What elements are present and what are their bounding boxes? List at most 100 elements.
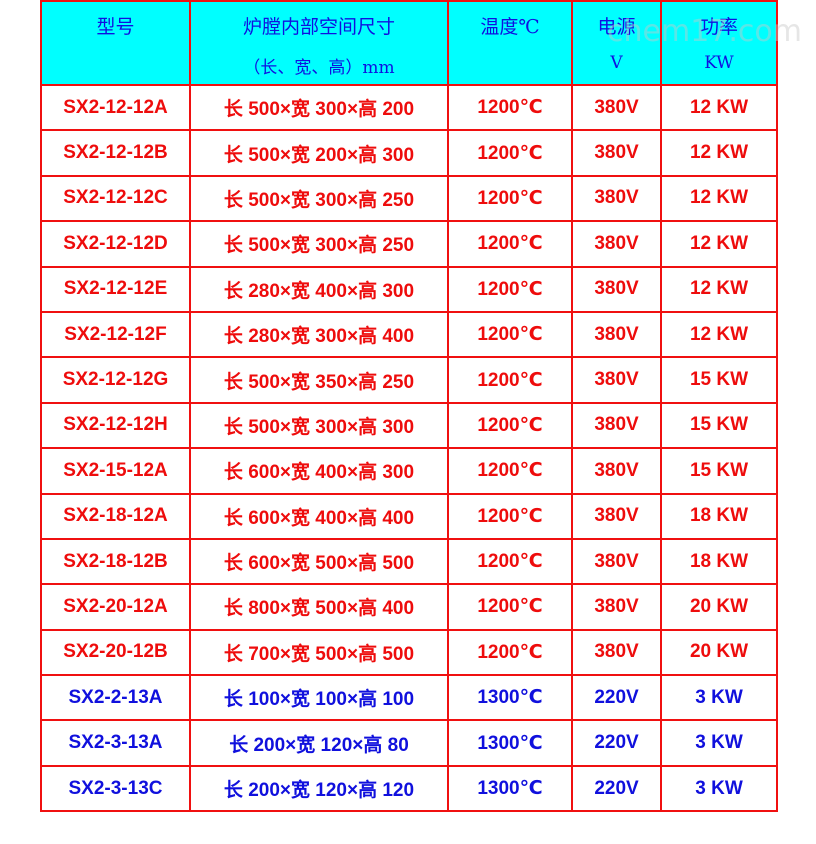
table-row: SX2-12-12G 长 500×宽 350×高 250 1200℃ 380V 15 K… xyxy=(40,356,778,404)
cell-temp: 1200℃ xyxy=(447,583,573,631)
cell-voltage: 380V xyxy=(571,401,662,450)
cell-model: SX2-15-12A xyxy=(40,447,191,495)
cell-size: 长 100×宽 100×高 100 xyxy=(189,674,449,722)
cell-model: SX2-12-12F xyxy=(40,310,191,359)
cell-voltage: 380V xyxy=(571,447,662,495)
table-row: SX2-12-12A 长 500×宽 300×高 200 1200℃ 380V 12 K… xyxy=(40,83,778,132)
cell-power: 3 KW xyxy=(660,764,778,813)
table-row: SX2-12-12E 长 280×宽 400×高 300 1200℃ 380V 12 K… xyxy=(40,265,778,313)
cell-model: SX2-12-12G xyxy=(40,356,191,404)
cell-size: 长 600×宽 400×高 300 xyxy=(189,447,449,495)
cell-temp: 1300℃ xyxy=(447,674,573,722)
cell-temp: 1300℃ xyxy=(447,764,573,813)
cell-voltage: 380V xyxy=(571,220,662,268)
cell-power: 3 KW xyxy=(660,674,778,722)
table-row: SX2-12-12B 长 500×宽 200×高 300 1200℃ 380V 12 K… xyxy=(40,129,778,177)
cell-size: 长 600×宽 500×高 500 xyxy=(189,537,449,586)
cell-power: 15 KW xyxy=(660,401,778,450)
table-row: SX2-20-12A 长 800×宽 500×高 400 1200℃ 380V 20 K… xyxy=(40,583,778,631)
cell-power: 12 KW xyxy=(660,83,778,132)
cell-power: 3 KW xyxy=(660,719,778,767)
cell-model: SX2-12-12A xyxy=(40,83,191,132)
cell-size: 长 500×宽 300×高 250 xyxy=(189,174,449,223)
header-power: 功率 KW xyxy=(660,0,778,86)
cell-size: 长 280×宽 400×高 300 xyxy=(189,265,449,313)
cell-power: 18 KW xyxy=(660,537,778,586)
cell-model: SX2-18-12B xyxy=(40,537,191,586)
cell-size: 长 500×宽 350×高 250 xyxy=(189,356,449,404)
cell-size: 长 500×宽 300×高 200 xyxy=(189,83,449,132)
cell-temp: 1200℃ xyxy=(447,492,573,540)
cell-temp: 1200℃ xyxy=(447,537,573,586)
cell-power: 12 KW xyxy=(660,265,778,313)
header-voltage: 电源 V xyxy=(571,0,662,86)
cell-voltage: 380V xyxy=(571,310,662,359)
cell-temp: 1200℃ xyxy=(447,265,573,313)
cell-voltage: 380V xyxy=(571,174,662,223)
cell-model: SX2-3-13C xyxy=(40,764,191,813)
cell-power: 12 KW xyxy=(660,310,778,359)
cell-size: 长 800×宽 500×高 400 xyxy=(189,583,449,631)
table-row: SX2-15-12A 长 600×宽 400×高 300 1200℃ 380V 15 K… xyxy=(40,447,778,495)
cell-size: 长 500×宽 300×高 300 xyxy=(189,401,449,450)
cell-model: SX2-12-12E xyxy=(40,265,191,313)
cell-voltage: 380V xyxy=(571,492,662,540)
header-model: 型号 xyxy=(40,0,191,86)
cell-voltage: 380V xyxy=(571,628,662,677)
cell-temp: 1200℃ xyxy=(447,310,573,359)
cell-voltage: 380V xyxy=(571,83,662,132)
cell-voltage: 220V xyxy=(571,764,662,813)
table-row: SX2-12-12D 长 500×宽 300×高 250 1200℃ 380V 12 K… xyxy=(40,220,778,268)
cell-power: 18 KW xyxy=(660,492,778,540)
spec-table: 型号 炉膛内部空间尺寸 （长、宽、高）mm 温度℃ 电源 V 功率 KW SX2-12… xyxy=(40,0,778,813)
table-row: SX2-20-12B 长 700×宽 500×高 500 1200℃ 380V 20 K… xyxy=(40,628,778,677)
table-row: SX2-18-12B 长 600×宽 500×高 500 1200℃ 380V 18 K… xyxy=(40,537,778,586)
cell-power: 20 KW xyxy=(660,628,778,677)
cell-voltage: 380V xyxy=(571,537,662,586)
cell-temp: 1200℃ xyxy=(447,83,573,132)
cell-temp: 1300℃ xyxy=(447,719,573,767)
cell-model: SX2-12-12B xyxy=(40,129,191,177)
cell-voltage: 380V xyxy=(571,356,662,404)
cell-model: SX2-12-12C xyxy=(40,174,191,223)
cell-temp: 1200℃ xyxy=(447,356,573,404)
cell-model: SX2-20-12B xyxy=(40,628,191,677)
cell-power: 12 KW xyxy=(660,174,778,223)
cell-power: 12 KW xyxy=(660,220,778,268)
table-row: SX2-18-12A 长 600×宽 400×高 400 1200℃ 380V 18 K… xyxy=(40,492,778,540)
cell-voltage: 220V xyxy=(571,719,662,767)
cell-power: 15 KW xyxy=(660,447,778,495)
cell-power: 20 KW xyxy=(660,583,778,631)
table-row: SX2-12-12H 长 500×宽 300×高 300 1200℃ 380V 15 K… xyxy=(40,401,778,450)
cell-voltage: 380V xyxy=(571,583,662,631)
cell-model: SX2-18-12A xyxy=(40,492,191,540)
cell-temp: 1200℃ xyxy=(447,628,573,677)
cell-temp: 1200℃ xyxy=(447,447,573,495)
cell-size: 长 280×宽 300×高 400 xyxy=(189,310,449,359)
cell-voltage: 220V xyxy=(571,674,662,722)
cell-size: 长 500×宽 300×高 250 xyxy=(189,220,449,268)
cell-model: SX2-20-12A xyxy=(40,583,191,631)
cell-power: 12 KW xyxy=(660,129,778,177)
cell-temp: 1200℃ xyxy=(447,401,573,450)
cell-size: 长 700×宽 500×高 500 xyxy=(189,628,449,677)
table-row: SX2-2-13A 长 100×宽 100×高 100 1300℃ 220V 3 KW xyxy=(40,674,778,722)
cell-model: SX2-3-13A xyxy=(40,719,191,767)
cell-temp: 1200℃ xyxy=(447,129,573,177)
header-size: 炉膛内部空间尺寸 （长、宽、高）mm xyxy=(189,0,449,86)
cell-model: SX2-12-12H xyxy=(40,401,191,450)
cell-voltage: 380V xyxy=(571,129,662,177)
cell-model: SX2-12-12D xyxy=(40,220,191,268)
cell-size: 长 500×宽 200×高 300 xyxy=(189,129,449,177)
table-row: SX2-12-12C 长 500×宽 300×高 250 1200℃ 380V 12 K… xyxy=(40,174,778,223)
cell-size: 长 200×宽 120×高 80 xyxy=(189,719,449,767)
table-row: SX2-3-13C 长 200×宽 120×高 120 1300℃ 220V 3 KW xyxy=(40,764,778,813)
cell-temp: 1200℃ xyxy=(447,174,573,223)
cell-size: 长 600×宽 400×高 400 xyxy=(189,492,449,540)
cell-voltage: 380V xyxy=(571,265,662,313)
header-row: 型号 炉膛内部空间尺寸 （长、宽、高）mm 温度℃ 电源 V 功率 KW xyxy=(40,0,778,86)
table-row: SX2-3-13A 长 200×宽 120×高 80 1300℃ 220V 3 KW xyxy=(40,719,778,767)
header-temp: 温度℃ xyxy=(447,0,573,86)
cell-model: SX2-2-13A xyxy=(40,674,191,722)
cell-temp: 1200℃ xyxy=(447,220,573,268)
